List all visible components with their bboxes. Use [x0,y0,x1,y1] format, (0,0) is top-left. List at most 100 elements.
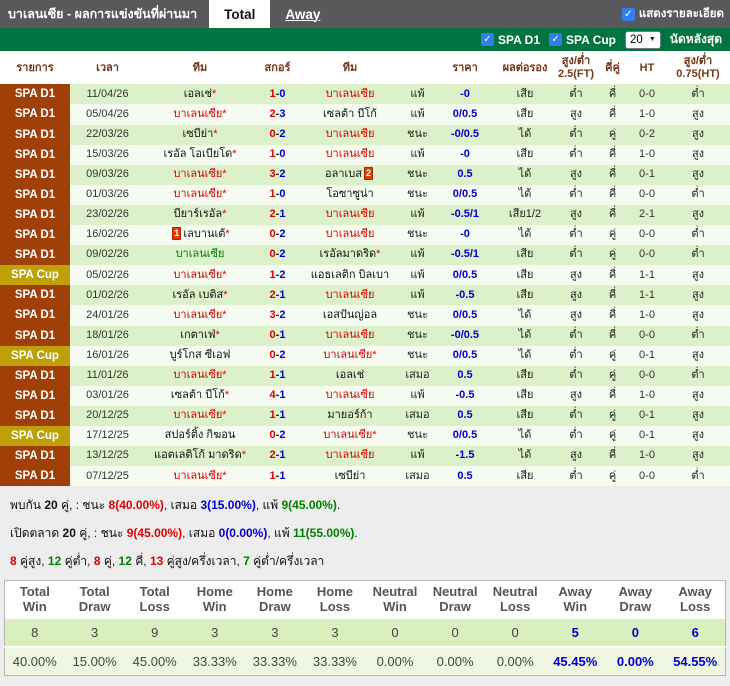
match-date: 22/03/26 [86,127,129,140]
score: 1-0 [255,145,300,165]
score: 1-2 [255,265,300,285]
column-header: สกอร์ [255,51,300,85]
away-goals: 0 [279,188,286,201]
score: 2-1 [255,285,300,305]
home-goals: 1 [269,409,276,422]
team-name: บาเลนเซีย [325,148,375,160]
handicap-outcome: ได้ [518,228,532,241]
stats-header-row: Total Win Total Draw Total Loss Home Win Hom… [4,580,726,620]
favorite-star: * [225,228,230,241]
score: 0-2 [255,426,300,446]
team-name: บาเลนเซีย [173,107,223,120]
team-name: บาเลนเซีย [173,268,223,281]
away-goals: 1 [279,409,286,422]
checkbox-check-icon[interactable]: ✓ [621,7,635,21]
handicap-outcome: เสีย [516,288,534,301]
home-goals: 0 [269,228,276,241]
home-team: เซบีย่า* [145,125,255,145]
match-row: SPA Cup 16/01/26 บูร์โกส ซีเอฟ 0-2 บาเลนเซีย… [0,345,730,366]
match-date: 16/01/26 [86,348,129,361]
home-goals: 4 [269,389,276,402]
tab-away[interactable]: Away [285,6,321,22]
score-dash: - [275,429,280,442]
handicap-price: 0.5 [457,369,473,382]
handicap-price: -0 [460,87,470,100]
match-row: SPA Cup 17/12/25 สปอร์ติ้ง กิฆอน 0-2 บาเลนเซ… [0,425,730,447]
favorite-star: * [241,449,246,462]
summary-segment: คู่ต่ำ/ครึ่งเวลา [249,554,325,569]
bottom-section: พบกัน 20 คู่, : ชนะ 8(40.00%), เสมอ 3(15… [0,486,730,686]
home-team: บาเลนเซีย* [145,406,255,426]
team-name: เอลเช่ [183,87,213,100]
summary-segment: , เสมอ [163,498,201,513]
checkbox-check-icon[interactable]: ✓ [549,33,563,46]
stats-column-header: Home Draw [244,580,305,620]
home-team: เกตาเฟ่* [145,326,255,346]
score-dash: - [275,389,280,402]
away-goals: 2 [279,248,286,261]
stats-count: 3 [244,619,305,648]
totals-summary: 8 คู่สูง, 12 คู่ต่ำ, 8 คู่, 12 คี่, 13 ค… [10,552,720,571]
home-team: บาเลนเซีย* [145,366,255,386]
filter-spa-cup-label: SPA Cup [566,32,617,47]
handicap-price: -1.5 [455,449,475,462]
filter-spa-d1-checkbox[interactable]: ✓ SPA D1 [481,33,540,47]
stats-column-header: Home Win [184,580,245,620]
league-badge: SPA Cup [0,265,70,286]
halftime-score: 1-0 [639,308,655,321]
handicap-price: -0/0.5 [450,127,480,140]
filter-spa-cup-checkbox[interactable]: ✓ SPA Cup [549,33,616,47]
match-count-select[interactable]: 20 ▼ [625,30,661,49]
team-name: บาเลนเซีย [173,188,223,201]
score-dash: - [275,469,280,482]
handicap-outcome: ได้ [518,127,532,140]
show-details-toggle[interactable]: ✓ แสดงรายละเอียด [621,0,730,28]
league-badge: SPA D1 [0,144,70,165]
checkbox-check-icon[interactable]: ✓ [481,33,494,46]
over-under-ft: ต่ำ [569,469,583,482]
match-row: SPA D1 01/02/26 เรอัล เบติส* 2-1 บาเลนเซีย แพ… [0,285,730,306]
away-goals: 2 [279,429,286,442]
away-team: บาเลนเซีย [300,145,400,165]
team-name: เรอัลมาดริด [319,248,377,261]
score-dash: - [275,288,280,301]
odd-even: คู่ [608,228,617,241]
home-goals: 2 [269,449,276,462]
filter-bar: ✓ SPA D1 ✓ SPA Cup 20 ▼ นัดหลังสุด [0,28,730,51]
odd-even: คู่ [608,409,617,422]
summary-segment: 13 [149,554,164,569]
team-name: บาเลนเซีย [325,87,375,100]
column-header: ทีม [145,51,255,85]
home-goals: 2 [269,208,276,221]
stats-percent: 45.00% [124,646,185,676]
halftime-score: 1-0 [639,107,655,120]
score: 4-1 [255,386,300,406]
away-goals: 2 [279,348,286,361]
summary-segment: 7 [243,554,250,569]
home-goals: 0 [269,328,276,341]
over-under-ft: ต่ำ [569,127,583,140]
handicap-price: -0 [460,148,470,160]
handicap-price: -0.5/1 [450,248,480,261]
score: 0-2 [255,125,300,145]
away-goals: 1 [279,328,286,341]
team-name: เรอัล เบติส [172,288,224,301]
stats-column-header: Home Loss [304,580,365,620]
halftime-score: 2-1 [639,208,655,221]
away-team: เซลต้า บีโก้ [300,104,400,124]
stats-percent: 33.33% [184,646,245,676]
recent-matches-label: นัดหลังสุด [669,32,722,46]
stats-percent: 33.33% [304,646,365,676]
column-header: ทีม [300,51,400,85]
tab-total[interactable]: Total [209,0,271,28]
odd-even: คี่ [608,87,617,100]
head-to-head-summary: พบกัน 20 คู่, : ชนะ 8(40.00%), เสมอ 3(15… [10,496,720,515]
home-team: บาเลนเซีย* [145,305,255,325]
team-name: สปอร์ติ้ง กิฆอน [164,429,236,442]
handicap-outcome: เสีย [516,369,534,382]
handicap-price: -0 [460,228,470,241]
match-result: แพ้ [410,248,425,261]
league-badge: SPA D1 [0,104,70,125]
summary-segment: , เสมอ [182,526,219,541]
